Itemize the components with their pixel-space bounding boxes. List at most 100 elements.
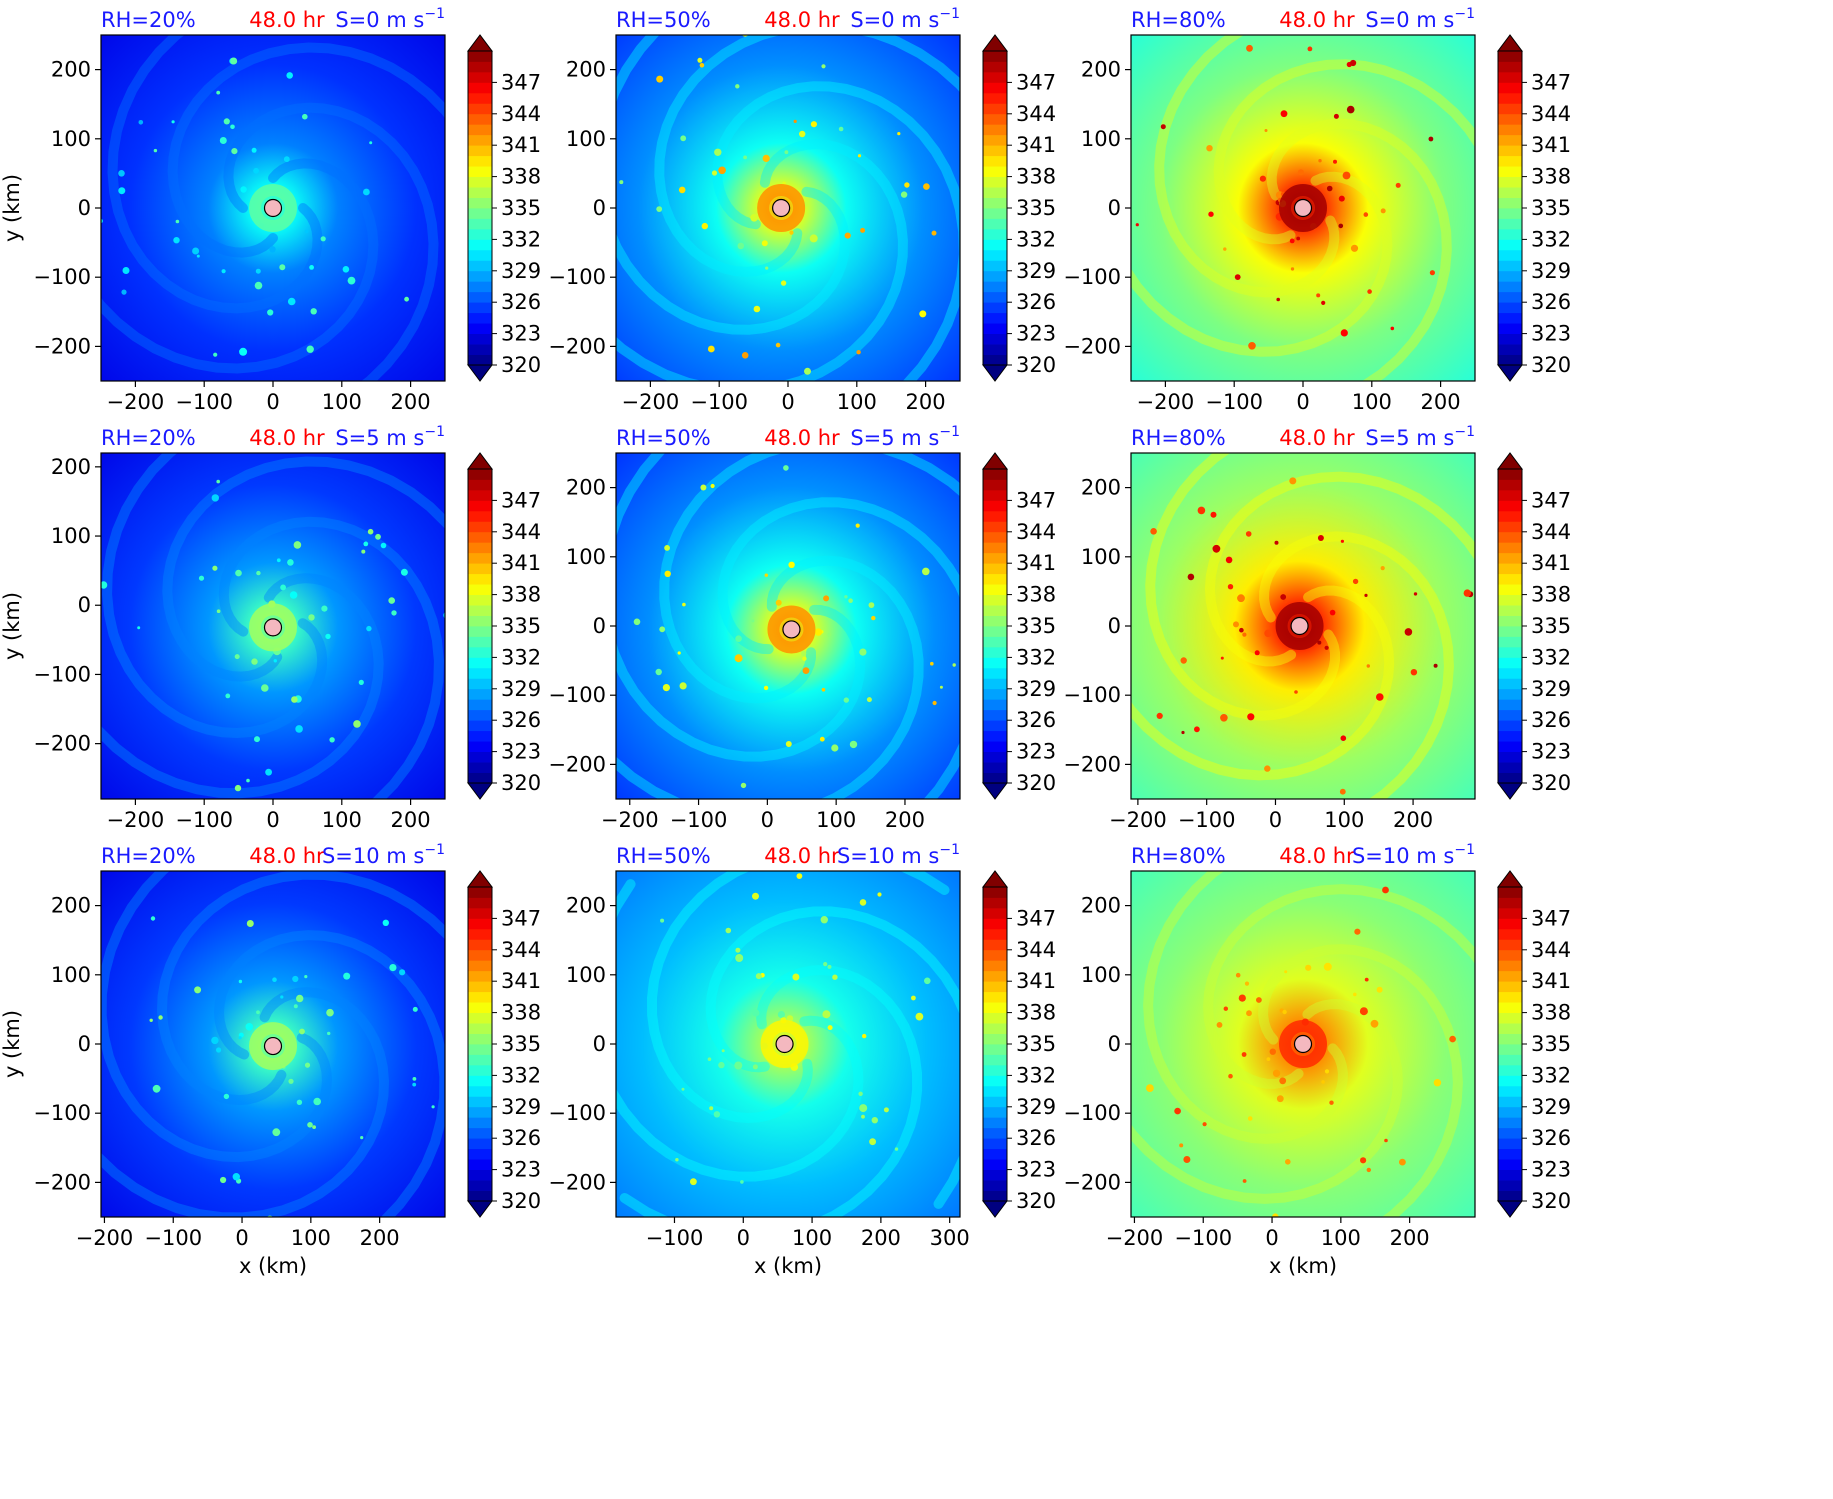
colorbar-segment bbox=[468, 605, 492, 616]
convective-cell bbox=[269, 246, 276, 253]
convective-cell bbox=[718, 166, 726, 175]
y-tick-label: 200 bbox=[566, 476, 606, 500]
convective-cell bbox=[809, 234, 818, 243]
convective-cell bbox=[827, 964, 832, 969]
convective-cell bbox=[261, 684, 269, 692]
convective-cell bbox=[680, 135, 687, 142]
colorbar-segment bbox=[1498, 187, 1522, 198]
colorbar-segment bbox=[1498, 907, 1522, 919]
convective-cell bbox=[230, 57, 238, 65]
colorbar-extend-max bbox=[467, 34, 493, 52]
convective-cell bbox=[764, 573, 768, 577]
rainband bbox=[1266, 118, 1452, 381]
colorbar-segment bbox=[468, 667, 492, 679]
convective-cell bbox=[761, 240, 768, 247]
convective-cell bbox=[832, 974, 838, 980]
convective-cell bbox=[254, 736, 260, 743]
colorbar-tick-label: 323 bbox=[501, 1158, 541, 1182]
colorbar-tick-label: 335 bbox=[1016, 1032, 1056, 1056]
convective-cell bbox=[1360, 1157, 1367, 1164]
convective-cell bbox=[216, 1047, 222, 1053]
convective-cell bbox=[240, 186, 247, 193]
panel-rh20-shear5: −200 −100 0 100 200 200 100 0 −100 −200 RH=20% 48.0… bbox=[0, 424, 541, 832]
convective-cell bbox=[796, 873, 803, 879]
colorbar-segment bbox=[468, 500, 492, 512]
colorbar-tick-label: 323 bbox=[1016, 740, 1056, 764]
colorbar-segment bbox=[468, 772, 492, 784]
colorbar-segment bbox=[468, 709, 492, 721]
convective-cell bbox=[412, 1082, 417, 1087]
colorbar-segment bbox=[468, 510, 492, 522]
colorbar-tick-label: 338 bbox=[501, 1001, 541, 1025]
convective-cell bbox=[1160, 124, 1166, 130]
shear-exponent: −1 bbox=[424, 6, 445, 22]
convective-cell bbox=[1238, 994, 1246, 1002]
colorbar-extend-max bbox=[467, 870, 493, 888]
colorbar-segment bbox=[983, 688, 1007, 700]
y-tick-label: 200 bbox=[1081, 58, 1121, 82]
colorbar-segment bbox=[468, 1169, 492, 1181]
convective-cell bbox=[1359, 1007, 1368, 1016]
rainband bbox=[101, 158, 379, 374]
convective-cell bbox=[849, 740, 858, 749]
convective-cell bbox=[1223, 247, 1227, 251]
colorbar-tick-label: 326 bbox=[1531, 1126, 1571, 1150]
convective-cell bbox=[230, 124, 235, 130]
panel-rh-label: RH=80% bbox=[1131, 8, 1226, 32]
convective-cell bbox=[897, 132, 901, 136]
colorbar-segment bbox=[983, 646, 1007, 658]
colorbar-tick-label: 329 bbox=[1016, 259, 1056, 283]
convective-cell bbox=[287, 559, 294, 566]
convective-cell bbox=[1282, 1009, 1287, 1015]
convective-cell bbox=[321, 605, 328, 612]
colorbar-tick-label: 329 bbox=[1531, 677, 1571, 701]
colorbar-tick-label: 335 bbox=[1531, 614, 1571, 638]
convective-cell bbox=[820, 916, 828, 924]
colorbar-tick-label: 347 bbox=[1531, 70, 1571, 94]
colorbar-segment bbox=[1498, 1085, 1522, 1097]
colorbar-segment bbox=[468, 1096, 492, 1108]
convective-cell bbox=[310, 308, 317, 315]
colorbar-segment bbox=[468, 1138, 492, 1150]
convective-cell bbox=[804, 367, 811, 375]
colorbar-tick-label: 332 bbox=[1531, 1063, 1571, 1087]
convective-cell bbox=[1276, 297, 1280, 302]
convective-cell bbox=[1350, 59, 1357, 67]
convective-cell bbox=[412, 1077, 417, 1081]
colorbar-tick-label: 320 bbox=[1016, 1189, 1056, 1213]
rainband bbox=[156, 871, 445, 1106]
convective-cell bbox=[932, 700, 937, 706]
convective-cell bbox=[718, 1061, 725, 1069]
convective-cell bbox=[239, 347, 248, 356]
colorbar-segment bbox=[468, 61, 492, 73]
colorbar-segment bbox=[983, 720, 1007, 732]
y-tick-label: 100 bbox=[51, 127, 91, 151]
colorbar-segment bbox=[468, 187, 492, 198]
convective-cell bbox=[792, 973, 800, 981]
convective-cell bbox=[751, 619, 755, 623]
convective-cell bbox=[399, 969, 406, 976]
convective-cell bbox=[1297, 169, 1304, 176]
colorbar-segment bbox=[1498, 103, 1522, 115]
convective-cell bbox=[734, 1061, 743, 1070]
convective-cell bbox=[883, 1107, 889, 1113]
convective-cell bbox=[1246, 1010, 1252, 1017]
convective-cell bbox=[267, 309, 274, 316]
convective-cell bbox=[296, 1099, 303, 1106]
colorbar-tick-label: 329 bbox=[1531, 259, 1571, 283]
convective-cell bbox=[1225, 556, 1233, 564]
colorbar-segment bbox=[468, 291, 492, 303]
convective-cell bbox=[1220, 656, 1224, 660]
convective-cell bbox=[1280, 110, 1288, 118]
colorbar-segment bbox=[1498, 563, 1522, 575]
colorbar-segment bbox=[1498, 197, 1522, 209]
x-tick-label: 100 bbox=[792, 1226, 832, 1250]
convective-cell bbox=[1285, 1159, 1291, 1165]
colorbar-tick-label: 341 bbox=[1531, 969, 1571, 993]
convective-cell bbox=[656, 206, 663, 213]
y-tick-label: 0 bbox=[593, 196, 606, 220]
convective-cell bbox=[342, 266, 350, 273]
colorbar-segment bbox=[468, 489, 492, 501]
colorbar-segment bbox=[1498, 249, 1522, 261]
colorbar: 320 323 326 329 332 335 338 341 344 347 bbox=[467, 870, 541, 1218]
